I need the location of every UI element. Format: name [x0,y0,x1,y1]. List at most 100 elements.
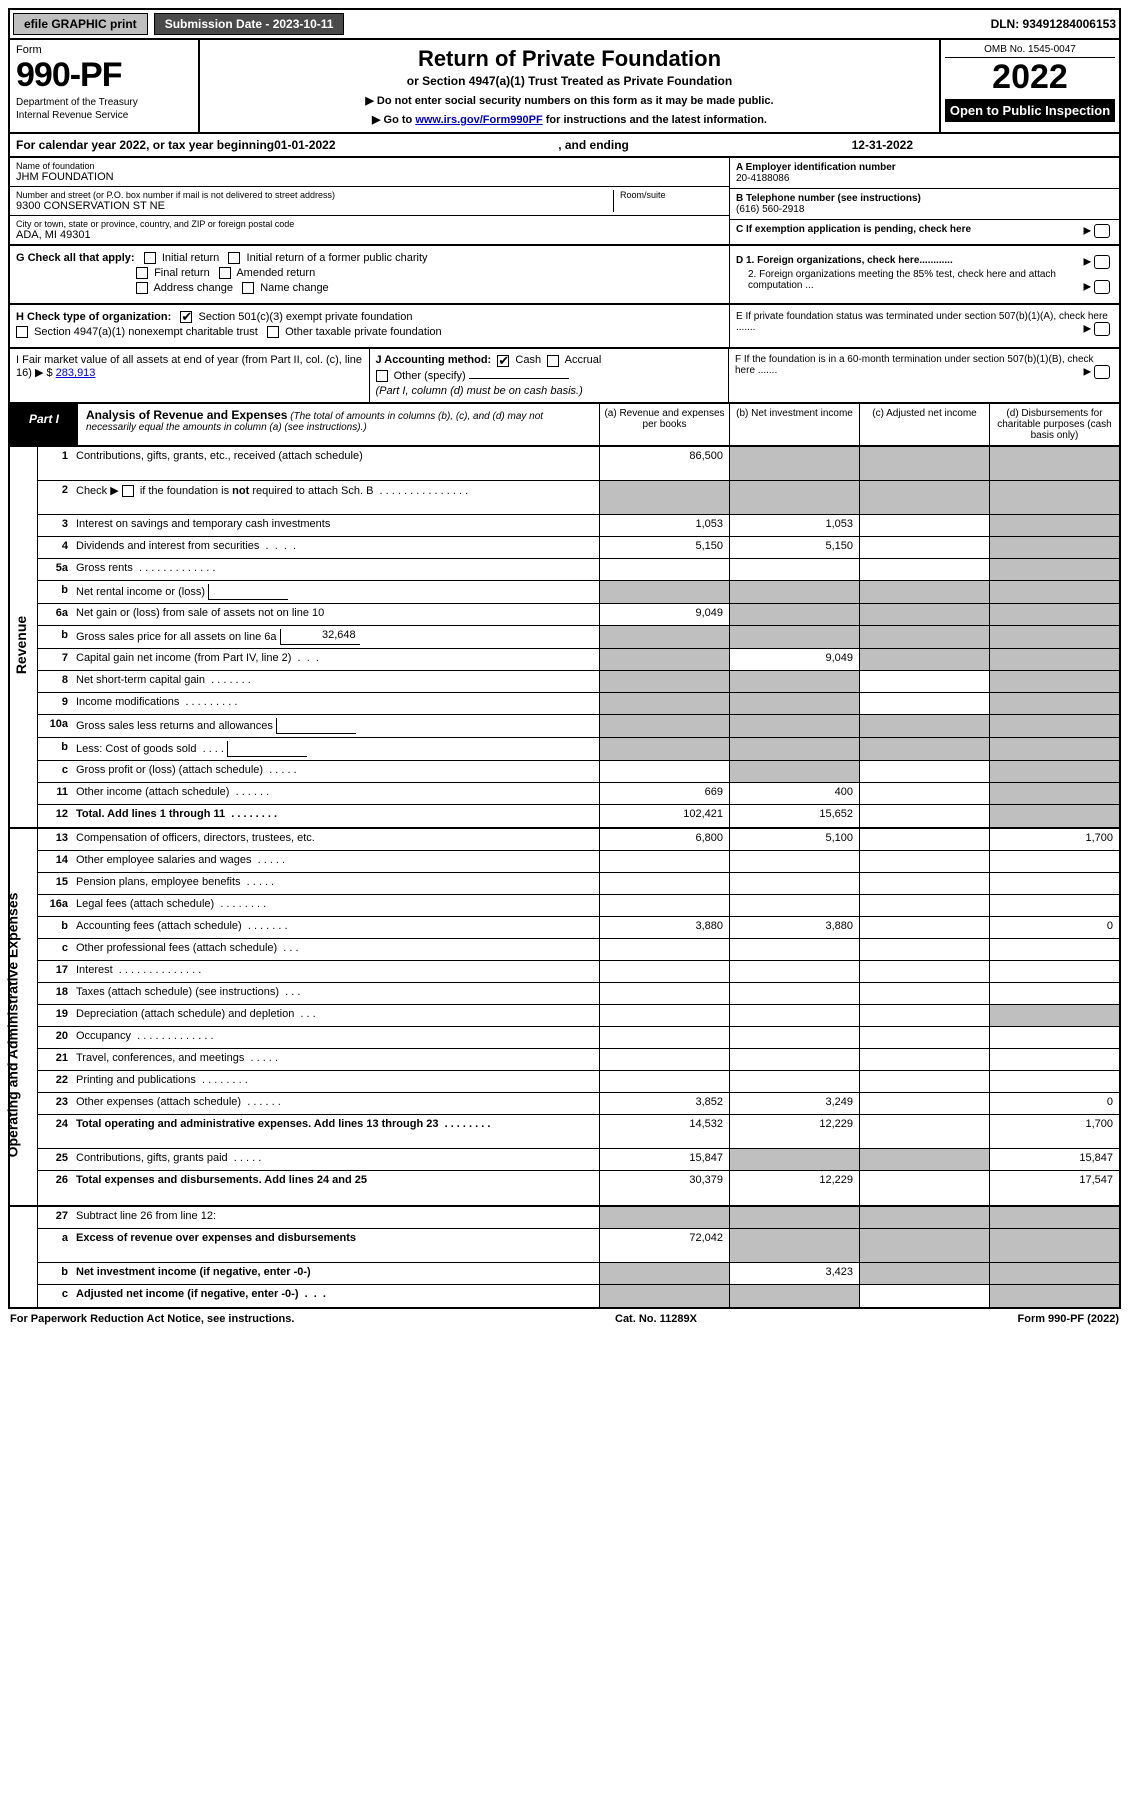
d2-checkbox[interactable] [1094,280,1110,294]
accrual-checkbox[interactable] [547,355,559,367]
r10c-d [989,761,1119,782]
f-label: F If the foundation is in a 60-month ter… [735,354,1094,376]
address-change-checkbox[interactable] [136,282,148,294]
r5b-d [989,581,1119,603]
r23-d: 0 [989,1093,1119,1114]
submission-date-button[interactable]: Submission Date - 2023-10-11 [154,13,345,35]
form990pf-link[interactable]: www.irs.gov/Form990PF [415,114,542,126]
foundation-name: JHM FOUNDATION [16,171,723,183]
col-b-header: (b) Net investment income [729,404,859,445]
r27-d [989,1207,1119,1228]
g3-label: Final return [154,267,210,279]
r6a-desc: Net gain or (loss) from sale of assets n… [72,604,599,625]
other-taxable-checkbox[interactable] [267,326,279,338]
r10a-d [989,715,1119,737]
r13-b: 5,100 [729,829,859,850]
initial-return-former-checkbox[interactable] [228,252,240,264]
r2-d [989,481,1119,514]
r5a-num: 5a [38,559,72,580]
r17-a [599,961,729,982]
r10a-a [599,715,729,737]
r5a-c [859,559,989,580]
r23-desc: Other expenses (attach schedule) . . . .… [72,1093,599,1114]
r10c-c [859,761,989,782]
city-value: ADA, MI 49301 [16,229,723,241]
r2-c [859,481,989,514]
r20-d [989,1027,1119,1048]
r16b-num: b [38,917,72,938]
r8-desc: Net short-term capital gain . . . . . . … [72,671,599,692]
r21-desc: Travel, conferences, and meetings . . . … [72,1049,599,1070]
r9-num: 9 [38,693,72,714]
r18-b [729,983,859,1004]
i-value[interactable]: 283,913 [56,367,96,379]
r19-b [729,1005,859,1026]
d-section: D 1. Foreign organizations, check here..… [729,246,1119,303]
calendar-year-row: For calendar year 2022, or tax year begi… [8,134,1121,158]
r22-c [859,1071,989,1092]
r5b-box [208,584,288,600]
r3-desc: Interest on savings and temporary cash i… [72,515,599,536]
line27-side [10,1207,38,1307]
d1-checkbox[interactable] [1094,255,1110,269]
r17-d [989,961,1119,982]
r13-a: 6,800 [599,829,729,850]
r12-desc: Total. Add lines 1 through 11 . . . . . … [72,805,599,827]
ij-left: I Fair market value of all assets at end… [10,349,729,401]
r5b-c [859,581,989,603]
r27a-b [729,1229,859,1262]
e-section: E If private foundation status was termi… [729,305,1119,347]
r16b-desc: Accounting fees (attach schedule) . . . … [72,917,599,938]
r22-a [599,1071,729,1092]
col-a-header: (a) Revenue and expenses per books [599,404,729,445]
schb-checkbox[interactable] [122,485,134,497]
d2-label: 2. Foreign organizations meeting the 85%… [748,269,1056,291]
f-checkbox[interactable] [1094,365,1110,379]
phone-cell: B Telephone number (see instructions) (6… [730,189,1119,220]
r1-c [859,447,989,480]
efile-button[interactable]: efile GRAPHIC print [13,13,148,35]
cal-mid: , and ending [336,138,852,152]
r10c-a [599,761,729,782]
r5a-a [599,559,729,580]
r24-num: 24 [38,1115,72,1148]
r14-num: 14 [38,851,72,872]
r18-num: 18 [38,983,72,1004]
r13-c [859,829,989,850]
h1-label: Section 501(c)(3) exempt private foundat… [198,311,412,323]
r26-c [859,1171,989,1205]
section-501c3-checkbox[interactable] [180,311,192,323]
e-label: E If private foundation status was termi… [736,311,1108,333]
r6a-num: 6a [38,604,72,625]
j2-label: Accrual [565,354,602,366]
final-return-checkbox[interactable] [136,267,148,279]
checks-block-he: H Check type of organization: Section 50… [8,305,1121,349]
r16a-desc: Legal fees (attach schedule) . . . . . .… [72,895,599,916]
other-specify-checkbox[interactable] [376,370,388,382]
amended-return-checkbox[interactable] [219,267,231,279]
col-c-header: (c) Adjusted net income [859,404,989,445]
r1-b [729,447,859,480]
r12-d [989,805,1119,827]
r24-c [859,1115,989,1148]
part1-header: Part I Analysis of Revenue and Expenses … [8,404,1121,447]
r5b-num: b [38,581,72,603]
r21-c [859,1049,989,1070]
r27c-d [989,1285,1119,1307]
r27c-a [599,1285,729,1307]
r27c-b [729,1285,859,1307]
name-change-checkbox[interactable] [242,282,254,294]
cash-checkbox[interactable] [497,355,509,367]
street-value: 9300 CONSERVATION ST NE [16,200,613,212]
e-checkbox[interactable] [1094,322,1110,336]
r10c-num: c [38,761,72,782]
r19-num: 19 [38,1005,72,1026]
exemption-checkbox[interactable] [1094,224,1110,238]
r17-b [729,961,859,982]
r16a-num: 16a [38,895,72,916]
r5b-b [729,581,859,603]
r22-num: 22 [38,1071,72,1092]
initial-return-checkbox[interactable] [144,252,156,264]
section-4947-checkbox[interactable] [16,326,28,338]
name-row: Name of foundation JHM FOUNDATION [10,158,729,187]
